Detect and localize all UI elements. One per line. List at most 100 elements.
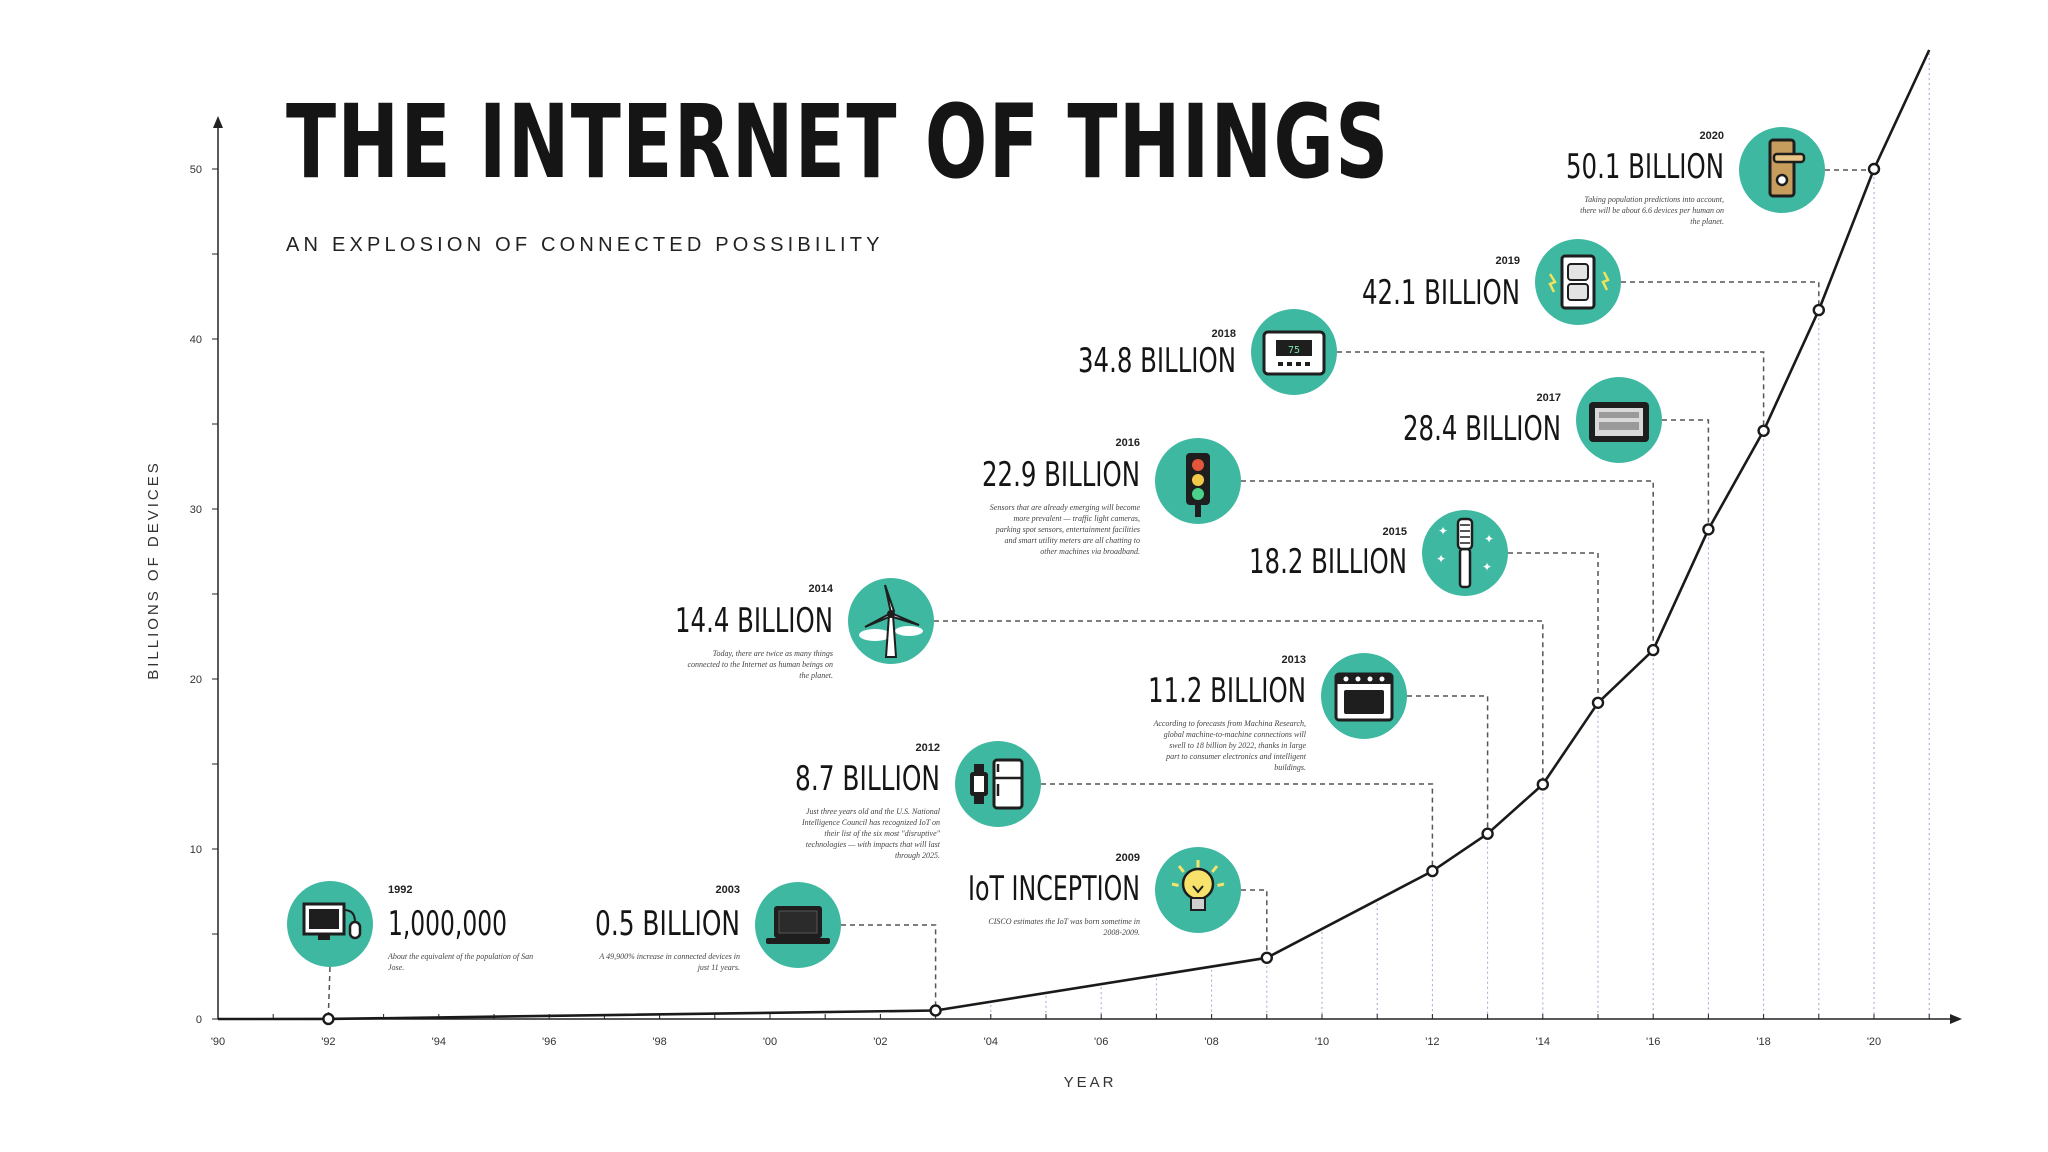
callout-value: 11.2 BILLION [1148, 671, 1306, 711]
callout-badge [848, 578, 934, 664]
callout-badge [1155, 847, 1241, 933]
data-point [1481, 827, 1494, 840]
data-point [1426, 864, 1439, 878]
computer-icon [302, 902, 362, 940]
callout-note: A 49,900% increase in connected devices … [598, 952, 740, 972]
x-tick-label: '12 [1425, 1036, 1439, 1048]
data-point [1591, 696, 1605, 709]
y-axis-arrow [213, 116, 223, 128]
callout-connector [1041, 783, 1434, 867]
x-axis-title: YEAR [1064, 1074, 1117, 1091]
wind-turbine-icon [859, 584, 923, 658]
data-point [1867, 162, 1881, 176]
callout-badge [287, 881, 373, 967]
thermostat-icon: 75 [1262, 330, 1326, 376]
callout-connector [934, 620, 1544, 780]
x-tick-label: '10 [1315, 1036, 1329, 1048]
callout-badge: 75 [1251, 309, 1337, 395]
callout-year: 2014 [809, 583, 834, 595]
data-point [929, 1004, 942, 1017]
x-tick-label: '90 [211, 1036, 225, 1048]
callout-badge [955, 741, 1041, 827]
callout-year: 2019 [1496, 255, 1520, 267]
data-point [1536, 778, 1550, 791]
callout-year: 1992 [388, 884, 412, 896]
callout-badge: ✦ ✦ ✦ ✦ [1422, 510, 1508, 596]
callout-value: 18.2 BILLION [1249, 542, 1407, 582]
callout-connector [1241, 480, 1654, 646]
callout-value: IoT INCEPTION [968, 869, 1140, 909]
callout-value: 14.4 BILLION [675, 601, 833, 641]
callout-connector [1241, 889, 1268, 953]
x-axis-arrow [1950, 1014, 1962, 1024]
x-tick-label: '06 [1094, 1036, 1108, 1048]
callout-connector [1508, 552, 1599, 698]
x-tick-label: '94 [432, 1036, 446, 1048]
y-tick-label: 10 [190, 844, 202, 856]
callout-year: 2012 [916, 742, 940, 754]
callout-connector [841, 924, 937, 1006]
callout-badge [1576, 377, 1662, 463]
y-axis-title: BILLIONS OF DEVICES [145, 460, 162, 680]
data-point [1260, 951, 1274, 964]
svg-text:✦: ✦ [1484, 532, 1494, 546]
tablet-icon [1589, 402, 1649, 442]
callout-connector [1621, 281, 1820, 306]
x-tick-label: '16 [1646, 1036, 1660, 1048]
x-tick-label: '04 [984, 1036, 998, 1048]
callout-value: 28.4 BILLION [1403, 409, 1561, 449]
x-tick-label: '02 [873, 1036, 887, 1048]
y-tick-label: 0 [196, 1014, 202, 1026]
callout-year: 2009 [1116, 852, 1140, 864]
callout-connector [1662, 419, 1710, 525]
callout-value: 8.7 BILLION [795, 759, 940, 799]
svg-text:75: 75 [1288, 345, 1300, 356]
callout-year: 2018 [1212, 328, 1236, 340]
watch-fridge-icon [970, 758, 1024, 810]
y-tick-label: 50 [190, 164, 202, 176]
callout-connector [327, 966, 331, 1015]
x-tick-label: '00 [763, 1036, 777, 1048]
lightbulb-icon [1171, 860, 1225, 911]
callout-year: 2016 [1116, 437, 1140, 449]
callout-year: 2017 [1537, 392, 1561, 404]
callout-value: 42.1 BILLION [1362, 273, 1520, 313]
svg-text:✦: ✦ [1482, 560, 1492, 574]
x-tick-label: '96 [542, 1036, 556, 1048]
x-tick-label: '14 [1536, 1036, 1550, 1048]
callout-value: 22.9 BILLION [982, 455, 1140, 495]
callout-year: 2003 [716, 884, 740, 896]
outlet-icon [1548, 254, 1610, 310]
callout-note: About the equivalent of the population o… [387, 952, 533, 972]
page-subtitle: AN EXPLOSION OF CONNECTED POSSIBILITY [286, 234, 884, 256]
callout-value: 50.1 BILLION [1566, 147, 1724, 187]
device-count-line [217, 49, 1931, 1021]
callout-year: 2015 [1383, 526, 1407, 538]
data-point [1702, 523, 1715, 536]
y-tick-label: 20 [190, 674, 202, 686]
data-point [1757, 424, 1770, 437]
callout-note: Taking population predictions into accou… [1580, 195, 1724, 226]
callout-connector [1337, 351, 1765, 426]
callout-badge [1321, 653, 1407, 739]
callout-badge [1739, 127, 1825, 213]
data-point [1812, 303, 1826, 317]
callout-connector [1825, 164, 1875, 171]
svg-text:✦: ✦ [1438, 524, 1448, 538]
callout-badge [1155, 438, 1241, 524]
data-point [322, 1012, 335, 1026]
page-title: THE INTERNET OF THINGS [286, 83, 1390, 202]
traffic-light-icon [1186, 453, 1210, 517]
data-point [1646, 643, 1660, 657]
callout-year: 2020 [1700, 130, 1724, 142]
y-tick-label: 30 [190, 504, 202, 516]
x-tick-label: '08 [1204, 1036, 1218, 1048]
door-handle-icon [1768, 138, 1806, 198]
x-tick-label: '98 [652, 1036, 666, 1048]
callout-note: Just three years old and the U.S. Nation… [801, 807, 941, 860]
toothbrush-icon: ✦ ✦ ✦ ✦ [1436, 517, 1494, 589]
callout-value: 34.8 BILLION [1078, 341, 1236, 381]
callout-note: Sensors that are already emerging will b… [990, 503, 1141, 556]
callout-badge [1535, 239, 1621, 325]
